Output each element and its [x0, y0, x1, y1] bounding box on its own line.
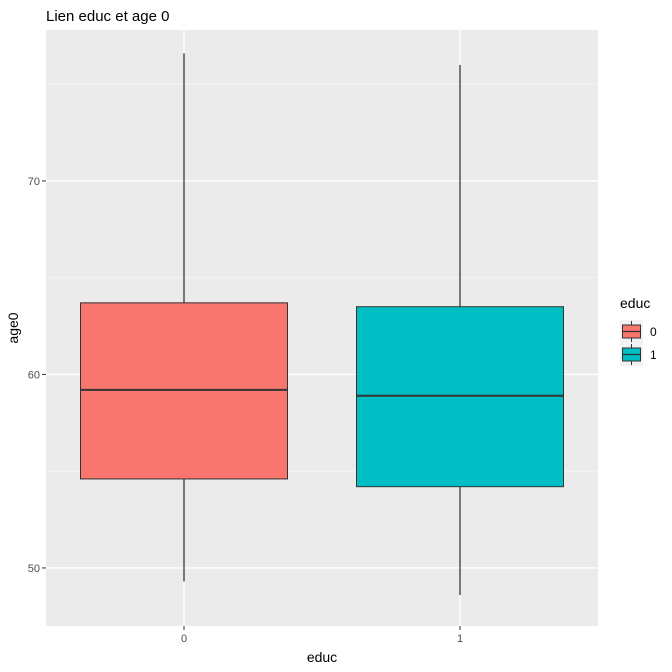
y-tick-label: 50	[28, 563, 40, 575]
boxplot-1	[356, 64, 564, 596]
legend-key-0: 0	[620, 320, 657, 343]
legend-label: 1	[650, 348, 657, 362]
legend: educ 0 1	[620, 295, 657, 366]
y-tick-label: 70	[28, 176, 40, 188]
legend-label: 0	[650, 325, 657, 339]
y-tick-label: 60	[28, 369, 40, 381]
boxplot-0	[80, 53, 288, 582]
y-axis: 50 60 70	[28, 176, 46, 575]
legend-key-1: 1	[620, 343, 657, 366]
x-axis-title: educ	[307, 649, 337, 665]
chart-title: Lien educ et age 0	[46, 8, 169, 25]
legend-title: educ	[620, 295, 650, 311]
y-axis-title: age0	[5, 312, 21, 343]
x-tick-label: 0	[181, 633, 187, 645]
boxplots	[80, 53, 564, 596]
x-tick-label: 1	[457, 633, 463, 645]
